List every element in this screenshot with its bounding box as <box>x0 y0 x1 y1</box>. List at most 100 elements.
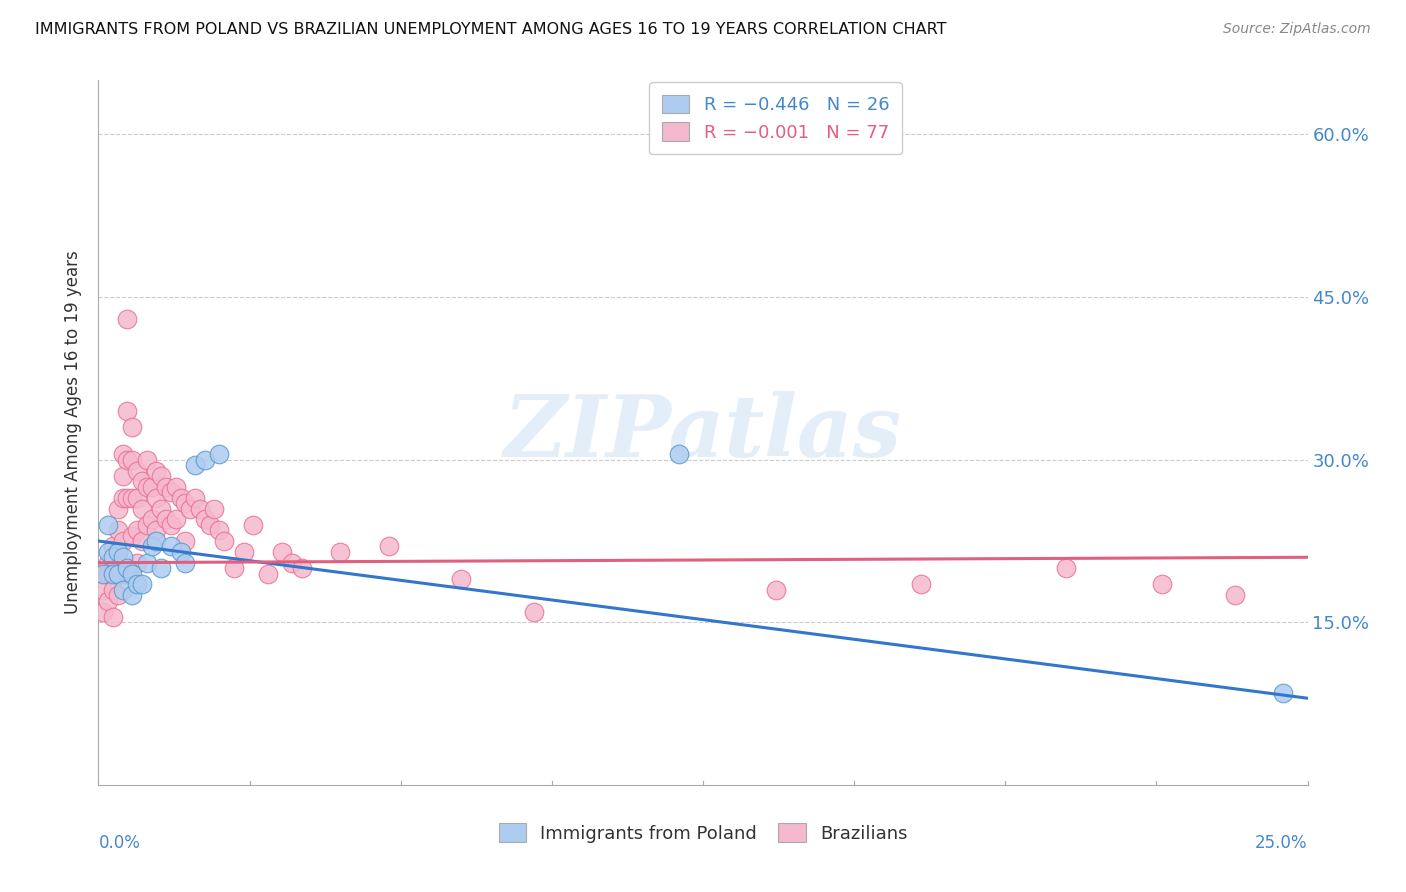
Point <box>281 556 304 570</box>
Point <box>174 556 197 570</box>
Text: 25.0%: 25.0% <box>1256 834 1308 852</box>
Point <box>523 605 546 619</box>
Point <box>256 566 278 581</box>
Point <box>101 561 124 575</box>
Point <box>208 447 231 461</box>
Point <box>765 582 787 597</box>
Point <box>117 561 139 575</box>
Point <box>910 577 932 591</box>
Point <box>194 512 217 526</box>
Point <box>91 566 114 581</box>
Point <box>107 523 129 537</box>
Point <box>131 475 153 489</box>
Point <box>111 566 134 581</box>
Point <box>121 528 143 542</box>
Point <box>121 566 143 581</box>
Point <box>117 404 139 418</box>
Point <box>97 517 120 532</box>
Point <box>91 605 114 619</box>
Point <box>1152 577 1174 591</box>
Point <box>127 523 149 537</box>
Point <box>117 491 139 505</box>
Point <box>1223 588 1246 602</box>
Point <box>117 311 139 326</box>
Point <box>184 491 207 505</box>
Point <box>150 561 173 575</box>
Point <box>232 545 254 559</box>
Point <box>169 491 191 505</box>
Text: 0.0%: 0.0% <box>98 834 141 852</box>
Point <box>141 512 163 526</box>
Point <box>179 501 201 516</box>
Point <box>141 540 163 554</box>
Point <box>121 452 143 467</box>
Point <box>145 534 167 549</box>
Point <box>101 550 124 565</box>
Point <box>111 582 134 597</box>
Point <box>127 464 149 478</box>
Legend: Immigrants from Poland, Brazilians: Immigrants from Poland, Brazilians <box>488 813 918 854</box>
Point <box>107 545 129 559</box>
Point <box>222 561 245 575</box>
Point <box>155 512 177 526</box>
Point <box>107 501 129 516</box>
Point <box>204 501 226 516</box>
Point <box>135 517 157 532</box>
Point <box>111 469 134 483</box>
Point <box>212 534 235 549</box>
Point <box>97 593 120 607</box>
Point <box>290 561 312 575</box>
Point <box>184 458 207 472</box>
Point <box>111 534 134 549</box>
Point <box>188 501 211 516</box>
Point <box>117 452 139 467</box>
Point <box>127 491 149 505</box>
Point <box>97 545 120 559</box>
Point <box>135 480 157 494</box>
Point <box>101 566 124 581</box>
Point <box>131 534 153 549</box>
Text: IMMIGRANTS FROM POLAND VS BRAZILIAN UNEMPLOYMENT AMONG AGES 16 TO 19 YEARS CORRE: IMMIGRANTS FROM POLAND VS BRAZILIAN UNEM… <box>35 22 946 37</box>
Point <box>450 572 472 586</box>
Text: ZIPatlas: ZIPatlas <box>503 391 903 475</box>
Point <box>155 480 177 494</box>
Point <box>1054 561 1077 575</box>
Point <box>127 577 149 591</box>
Point <box>121 491 143 505</box>
Point <box>1272 686 1295 700</box>
Point <box>111 491 134 505</box>
Point <box>145 464 167 478</box>
Point <box>131 577 153 591</box>
Point <box>668 447 690 461</box>
Point <box>169 545 191 559</box>
Point <box>160 517 183 532</box>
Point <box>174 496 197 510</box>
Point <box>97 556 120 570</box>
Point <box>135 452 157 467</box>
Point <box>97 566 120 581</box>
Point <box>135 556 157 570</box>
Point <box>208 523 231 537</box>
Text: Source: ZipAtlas.com: Source: ZipAtlas.com <box>1223 22 1371 37</box>
Point <box>150 501 173 516</box>
Point <box>91 566 114 581</box>
Point <box>329 545 352 559</box>
Point <box>242 517 264 532</box>
Point <box>150 469 173 483</box>
Point <box>107 545 129 559</box>
Point <box>194 452 217 467</box>
Point <box>165 480 187 494</box>
Point <box>141 480 163 494</box>
Point <box>121 420 143 434</box>
Point <box>101 610 124 624</box>
Point <box>174 534 197 549</box>
Point <box>111 550 134 565</box>
Point <box>107 566 129 581</box>
Point <box>101 540 124 554</box>
Point <box>121 588 143 602</box>
Point <box>111 447 134 461</box>
Point <box>101 582 124 597</box>
Y-axis label: Unemployment Among Ages 16 to 19 years: Unemployment Among Ages 16 to 19 years <box>65 251 83 615</box>
Point <box>160 540 183 554</box>
Point <box>127 556 149 570</box>
